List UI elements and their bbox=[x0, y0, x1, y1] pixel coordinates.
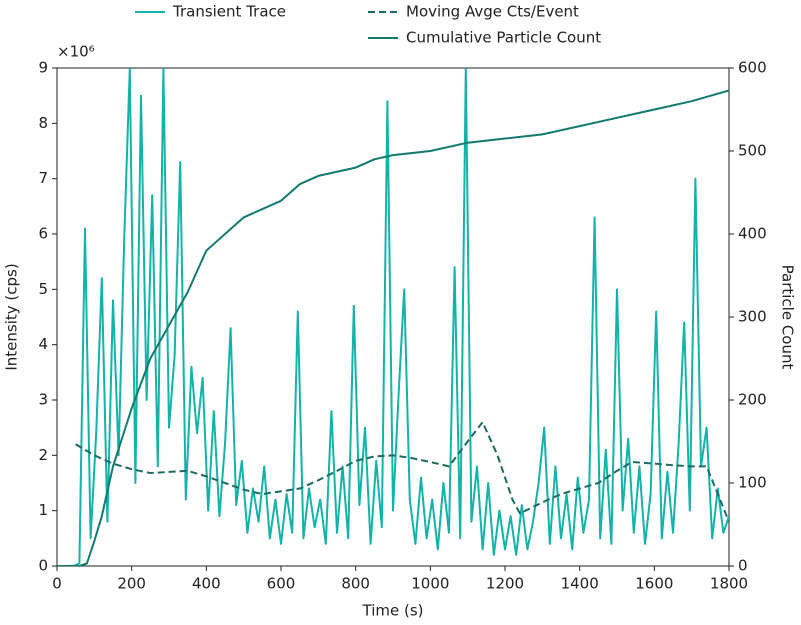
x-tick-label: 1000 bbox=[411, 575, 449, 593]
y-tick-label: 7 bbox=[38, 169, 48, 187]
y-tick-label: 5 bbox=[38, 280, 48, 298]
x-tick-label: 600 bbox=[267, 575, 296, 593]
y2-tick-label: 300 bbox=[738, 308, 767, 326]
y2-tick-label: 400 bbox=[738, 225, 767, 243]
y-scale-label: ×10⁶ bbox=[57, 43, 95, 61]
y-tick-label: 8 bbox=[38, 114, 48, 132]
series-line bbox=[75, 421, 729, 523]
legend-label: Transient Trace bbox=[172, 3, 286, 21]
y2-tick-label: 600 bbox=[738, 59, 767, 77]
y2-tick-label: 200 bbox=[738, 391, 767, 409]
x-tick-label: 400 bbox=[192, 575, 221, 593]
x-tick-label: 800 bbox=[341, 575, 370, 593]
y-tick-label: 2 bbox=[38, 446, 48, 464]
x-tick-label: 0 bbox=[52, 575, 62, 593]
x-axis-label: Time (s) bbox=[362, 602, 424, 620]
series-line bbox=[57, 89, 729, 566]
y2-tick-label: 500 bbox=[738, 142, 767, 160]
y-tick-label: 0 bbox=[38, 557, 48, 575]
plot-area bbox=[57, 68, 729, 566]
x-tick-label: 1600 bbox=[635, 575, 673, 593]
x-tick-label: 1200 bbox=[486, 575, 524, 593]
y2-axis-label: Particle Count bbox=[779, 265, 797, 370]
legend-label: Cumulative Particle Count bbox=[406, 29, 601, 47]
y-tick-label: 9 bbox=[38, 59, 48, 77]
x-tick-label: 1400 bbox=[561, 575, 599, 593]
y-tick-label: 1 bbox=[38, 501, 48, 519]
y-tick-label: 4 bbox=[38, 335, 48, 353]
x-tick-label: 1800 bbox=[710, 575, 748, 593]
x-tick-label: 200 bbox=[117, 575, 146, 593]
y-tick-label: 6 bbox=[38, 225, 48, 243]
y-tick-label: 3 bbox=[38, 391, 48, 409]
series-line bbox=[57, 68, 729, 566]
y-axis-label: Intensity (cps) bbox=[3, 263, 21, 370]
y2-tick-label: 100 bbox=[738, 474, 767, 492]
y2-tick-label: 0 bbox=[738, 557, 748, 575]
legend-label: Moving Avge Cts/Event bbox=[406, 3, 579, 21]
